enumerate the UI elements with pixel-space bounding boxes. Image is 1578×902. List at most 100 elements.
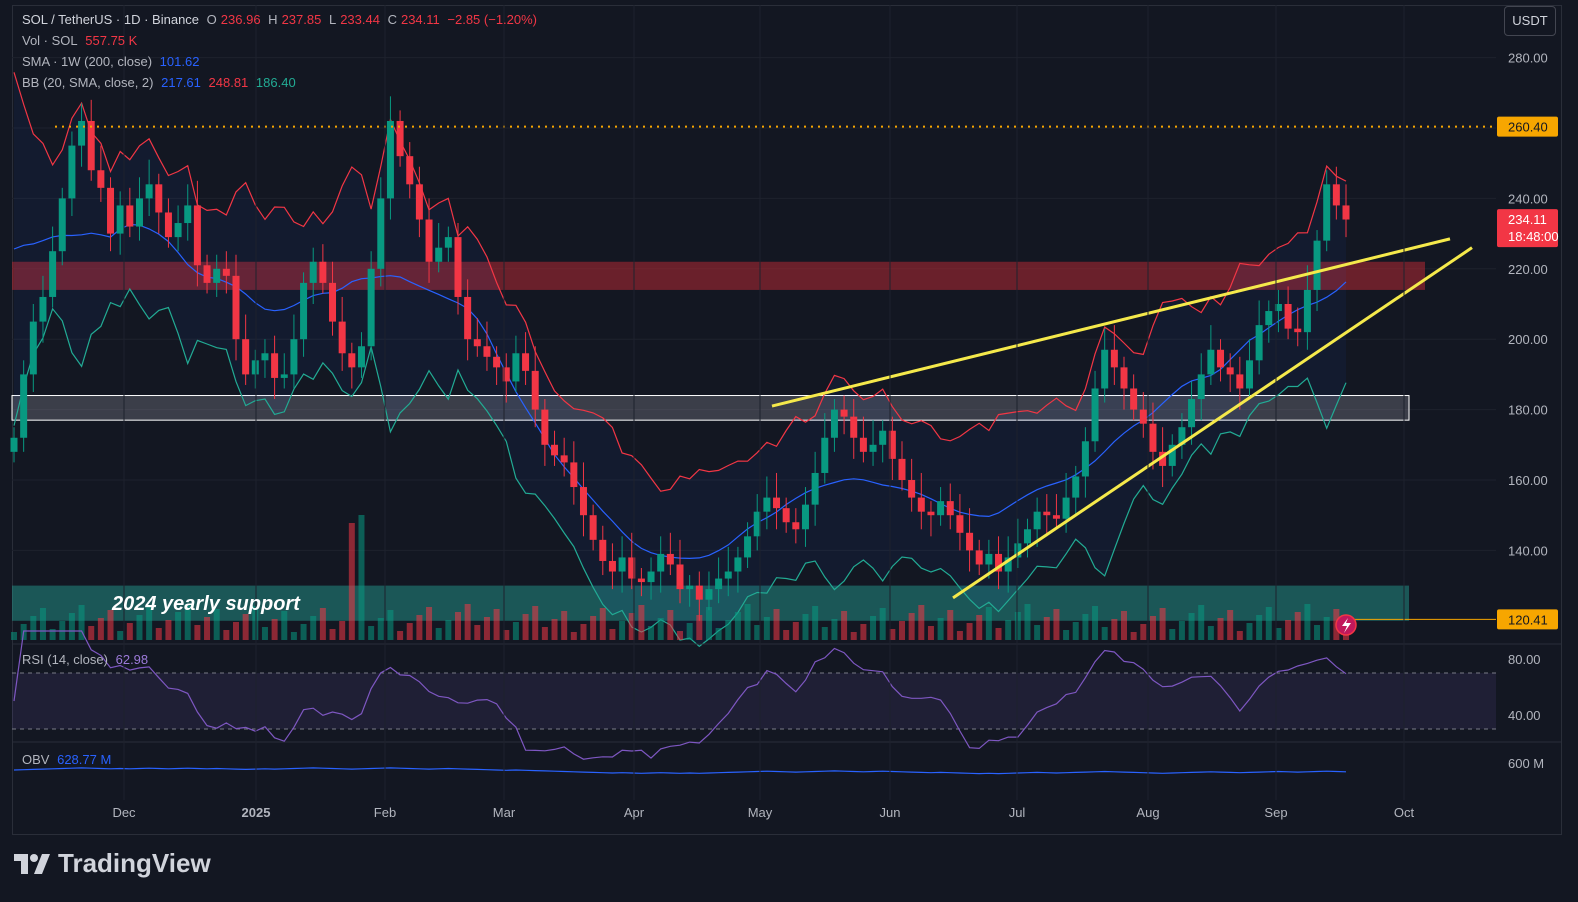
low-label: L <box>328 12 337 27</box>
candle <box>1265 311 1273 326</box>
candle <box>493 356 501 368</box>
resistance-zone <box>12 261 1425 290</box>
candle <box>551 444 559 456</box>
tradingview-logo[interactable]: TradingView <box>14 848 211 879</box>
candle <box>164 212 172 238</box>
candle <box>1245 360 1253 389</box>
lower-trendline <box>952 246 1473 600</box>
candle <box>193 205 201 266</box>
volume-bar <box>918 605 925 640</box>
yearly-support-annotation: 2024 yearly support <box>111 593 301 615</box>
volume-bar <box>512 622 519 640</box>
time-axis-tick: Aug <box>1136 805 1159 820</box>
volume-bar <box>126 623 133 640</box>
volume-bar <box>1285 620 1292 640</box>
candle <box>975 550 983 565</box>
volume-bar <box>763 617 770 640</box>
volume-bar <box>1072 622 1079 640</box>
candle <box>676 564 684 590</box>
volume-bar <box>319 608 326 640</box>
time-axis-tick: Oct <box>1394 805 1415 820</box>
volume-bar <box>1034 625 1041 640</box>
volume-bar <box>812 606 819 640</box>
candle <box>116 205 124 234</box>
candle <box>792 522 800 530</box>
candle <box>840 409 848 417</box>
rsi-band <box>12 673 1496 729</box>
candle <box>145 184 153 199</box>
obv-legend: OBV 628.77 M <box>22 750 115 770</box>
volume-bar <box>1188 613 1195 640</box>
candle <box>879 430 887 445</box>
volume-bar <box>860 624 867 640</box>
volume-bar <box>165 620 172 640</box>
volume-bar <box>155 628 162 640</box>
candle <box>213 268 221 283</box>
time-axis-tick: 2025 <box>242 805 271 820</box>
volume-bar <box>1198 605 1205 640</box>
volume-bar <box>638 605 645 640</box>
rsi-label[interactable]: RSI (14, close) <box>22 652 108 667</box>
level-top-label: 260.40 <box>1508 120 1548 135</box>
current-price-label: 234.11 <box>1508 212 1547 227</box>
volume-bar <box>705 607 712 640</box>
candle <box>1255 325 1263 361</box>
candle <box>425 219 433 262</box>
candle <box>1217 349 1225 368</box>
symbol-label[interactable]: SOL / TetherUS · 1D · Binance <box>22 12 200 27</box>
volume-bar <box>850 632 857 640</box>
volume-bar <box>88 626 95 640</box>
volume-bar <box>937 618 944 640</box>
volume-bar <box>252 606 259 640</box>
candle <box>579 487 587 516</box>
price-axis-tick: 240.00 <box>1508 191 1548 206</box>
candle <box>946 501 954 516</box>
bb-label[interactable]: BB (20, SMA, close, 2) <box>22 75 154 90</box>
volume-bar <box>1111 619 1118 640</box>
rsi-axis-tick: 80.00 <box>1508 652 1541 667</box>
volume-bar <box>956 631 963 640</box>
obv-label[interactable]: OBV <box>22 752 50 767</box>
candle <box>560 455 568 463</box>
lightning-icon <box>1342 618 1351 633</box>
volume-bar <box>1101 627 1108 640</box>
volume-bar <box>233 622 239 640</box>
volume-bar <box>1304 604 1311 640</box>
candle <box>435 247 443 262</box>
volume-bar <box>339 621 346 640</box>
volume-bar <box>1275 628 1282 640</box>
volume-bar <box>744 604 751 640</box>
volume-bar <box>1063 630 1070 640</box>
candle <box>444 237 452 248</box>
volume-bar <box>648 626 655 640</box>
volume-bar <box>1082 614 1089 640</box>
sma-label[interactable]: SMA · 1W (200, close) <box>22 54 153 69</box>
candle <box>1284 304 1292 329</box>
candle <box>1226 367 1234 375</box>
volume-bar <box>426 607 433 640</box>
candle <box>1072 476 1080 498</box>
sma-legend: SMA · 1W (200, close) 101.62 <box>22 52 203 72</box>
candle <box>329 282 337 322</box>
volume-bar <box>773 609 780 640</box>
volume-bar <box>1053 609 1060 640</box>
volume-bar <box>976 615 983 640</box>
volume-bar <box>1024 604 1031 640</box>
candle <box>396 120 404 157</box>
currency-unit-button[interactable]: USDT <box>1504 6 1556 36</box>
candle <box>1274 304 1282 312</box>
candle <box>338 321 346 354</box>
candle <box>377 198 385 269</box>
candle <box>1149 423 1157 452</box>
candle <box>522 353 530 371</box>
high-label: H <box>268 12 278 27</box>
volume-bar <box>1256 615 1263 640</box>
candle <box>821 437 829 473</box>
candle <box>541 409 549 445</box>
bb-lower-value: 186.40 <box>255 75 296 90</box>
volume-label[interactable]: Vol · SOL <box>22 33 78 48</box>
candle <box>686 585 694 590</box>
candle <box>1120 367 1128 389</box>
close-label: C <box>387 12 397 27</box>
